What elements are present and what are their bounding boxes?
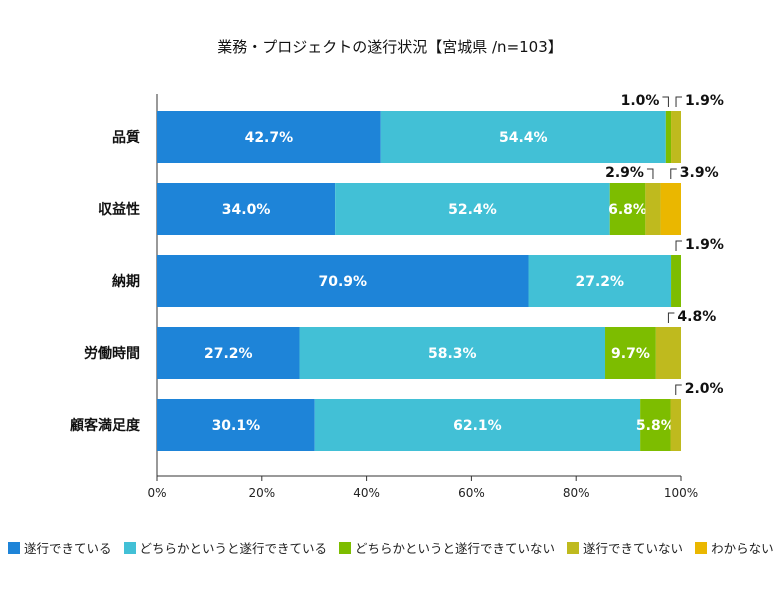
- x-tick-label: 100%: [664, 486, 698, 500]
- legend-label: どちらかというと遂行できていない: [355, 541, 556, 556]
- x-tick-label: 0%: [147, 486, 166, 500]
- x-tick-label: 60%: [458, 486, 485, 500]
- chart-title: 業務・プロジェクトの遂行状況【宮城県 /n=103】: [217, 38, 563, 56]
- data-label: 27.2%: [204, 346, 253, 362]
- data-label: 1.9%: [685, 93, 724, 109]
- bar-segment: [670, 399, 681, 451]
- bar-segment: [665, 111, 672, 163]
- bar-segment: [645, 183, 661, 235]
- leader-bracket: [667, 312, 675, 323]
- bar-segment: [605, 327, 656, 379]
- category-label: 労働時間: [84, 345, 140, 362]
- bar-segment: [609, 183, 646, 235]
- legend-swatch: [339, 541, 352, 554]
- bar-segment: [157, 183, 336, 235]
- data-label: 58.3%: [428, 346, 477, 362]
- leader-bracket: [675, 96, 683, 107]
- bar-segment: [335, 183, 610, 235]
- data-label: 42.7%: [245, 130, 294, 146]
- legend-swatch: [8, 541, 20, 554]
- data-label: 34.0%: [222, 202, 271, 218]
- legend-item: わからない: [695, 538, 774, 557]
- legend-item: どちらかというと遂行できている: [123, 538, 328, 557]
- legend-label: 遂行できている: [24, 541, 112, 556]
- leader-bracket: [670, 168, 677, 179]
- leader-bracket: [646, 168, 654, 179]
- bar-segment: [157, 399, 315, 451]
- legend-item: 遂行できていない: [567, 538, 683, 557]
- data-label: 6.8%: [608, 202, 647, 218]
- legend: 遂行できている どちらかというと遂行できている どちらかというと遂行できていない 遂行…: [8, 538, 774, 557]
- data-label: 27.2%: [575, 274, 624, 290]
- category-label: 収益性: [98, 201, 140, 218]
- data-label: 3.9%: [680, 165, 719, 181]
- data-label: 52.4%: [448, 202, 497, 218]
- data-label: 4.8%: [677, 309, 716, 325]
- bar-segment: [640, 399, 671, 451]
- x-tick-label: 20%: [248, 486, 275, 500]
- legend-label: どちらかというと遂行できている: [139, 541, 328, 556]
- bar-segment: [314, 399, 641, 451]
- data-label: 1.0%: [621, 93, 660, 109]
- bar-segment: [671, 111, 681, 163]
- legend-label: 遂行できていない: [583, 541, 684, 556]
- bar-segment: [671, 255, 681, 307]
- data-label: 70.9%: [318, 274, 367, 290]
- legend-item: 遂行できている: [8, 538, 112, 557]
- x-tick-label: 40%: [353, 486, 380, 500]
- legend-swatch: [567, 541, 580, 554]
- bar-segment: [655, 327, 681, 379]
- legend-swatch: [123, 541, 136, 554]
- data-label: 30.1%: [212, 418, 261, 434]
- data-label: 2.0%: [685, 381, 724, 397]
- bar-segment: [380, 111, 666, 163]
- category-label: 顧客満足度: [70, 417, 141, 434]
- bar-segment: [157, 255, 529, 307]
- data-label: 62.1%: [453, 418, 502, 434]
- bar-segment: [157, 111, 381, 163]
- data-label: 54.4%: [499, 130, 548, 146]
- category-label: 品質: [112, 129, 140, 146]
- leader-bracket: [675, 240, 683, 251]
- bar-segment: [660, 183, 681, 235]
- bar-segment: [299, 327, 606, 379]
- legend-label: わからない: [711, 541, 774, 556]
- legend-item: どちらかというと遂行できていない: [339, 538, 555, 557]
- bar-segment: [528, 255, 672, 307]
- bar-segment: [157, 327, 300, 379]
- legend-swatch: [695, 541, 708, 554]
- category-label: 納期: [112, 273, 140, 290]
- data-label: 1.9%: [685, 237, 724, 253]
- leader-bracket: [662, 96, 669, 107]
- data-label: 9.7%: [611, 346, 650, 362]
- x-tick-label: 80%: [563, 486, 590, 500]
- data-label: 2.9%: [605, 165, 644, 181]
- data-label: 5.8%: [636, 418, 675, 434]
- leader-bracket: [675, 384, 682, 395]
